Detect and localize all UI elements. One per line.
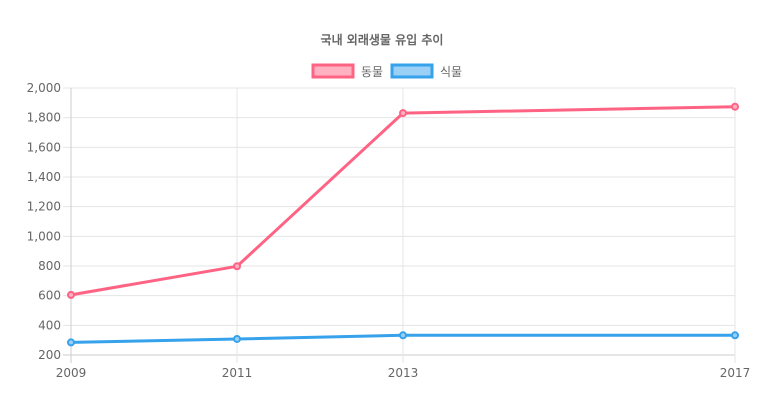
- legend-label: 식물: [440, 65, 462, 79]
- data-point: [68, 339, 74, 345]
- legend: 동물 식물: [313, 65, 462, 79]
- data-point: [400, 332, 406, 338]
- chart-title: 국내 외래생물 유입 추이: [321, 32, 444, 47]
- y-tick-label: 1,200: [27, 200, 61, 214]
- data-point: [234, 263, 240, 269]
- data-point: [68, 292, 74, 298]
- y-tick-label: 1,000: [27, 229, 61, 243]
- y-tick-label: 400: [38, 318, 61, 332]
- grid: [63, 88, 735, 363]
- y-tick-label: 200: [38, 348, 61, 362]
- x-tick-label: 2017: [720, 366, 751, 380]
- data-point: [400, 110, 406, 116]
- legend-swatch: [392, 65, 432, 77]
- x-tick-label: 2011: [222, 366, 253, 380]
- data-point: [234, 336, 240, 342]
- y-tick-label: 800: [38, 259, 61, 273]
- y-tick-label: 1,600: [27, 140, 61, 154]
- legend-label: 동물: [361, 65, 383, 79]
- y-axis: 200 400 600 800 1,000 1,200 1,400 1,600 1,800 2,0…: [27, 81, 61, 362]
- y-tick-label: 600: [38, 289, 61, 303]
- x-axis: 2009 2011 2013 2017: [56, 366, 751, 380]
- y-tick-label: 1,800: [27, 111, 61, 125]
- x-tick-label: 2013: [388, 366, 419, 380]
- y-tick-label: 2,000: [27, 81, 61, 95]
- legend-swatch: [313, 65, 353, 77]
- y-tick-label: 1,400: [27, 170, 61, 184]
- data-point: [732, 104, 738, 110]
- data-point: [732, 332, 738, 338]
- x-tick-label: 2009: [56, 366, 87, 380]
